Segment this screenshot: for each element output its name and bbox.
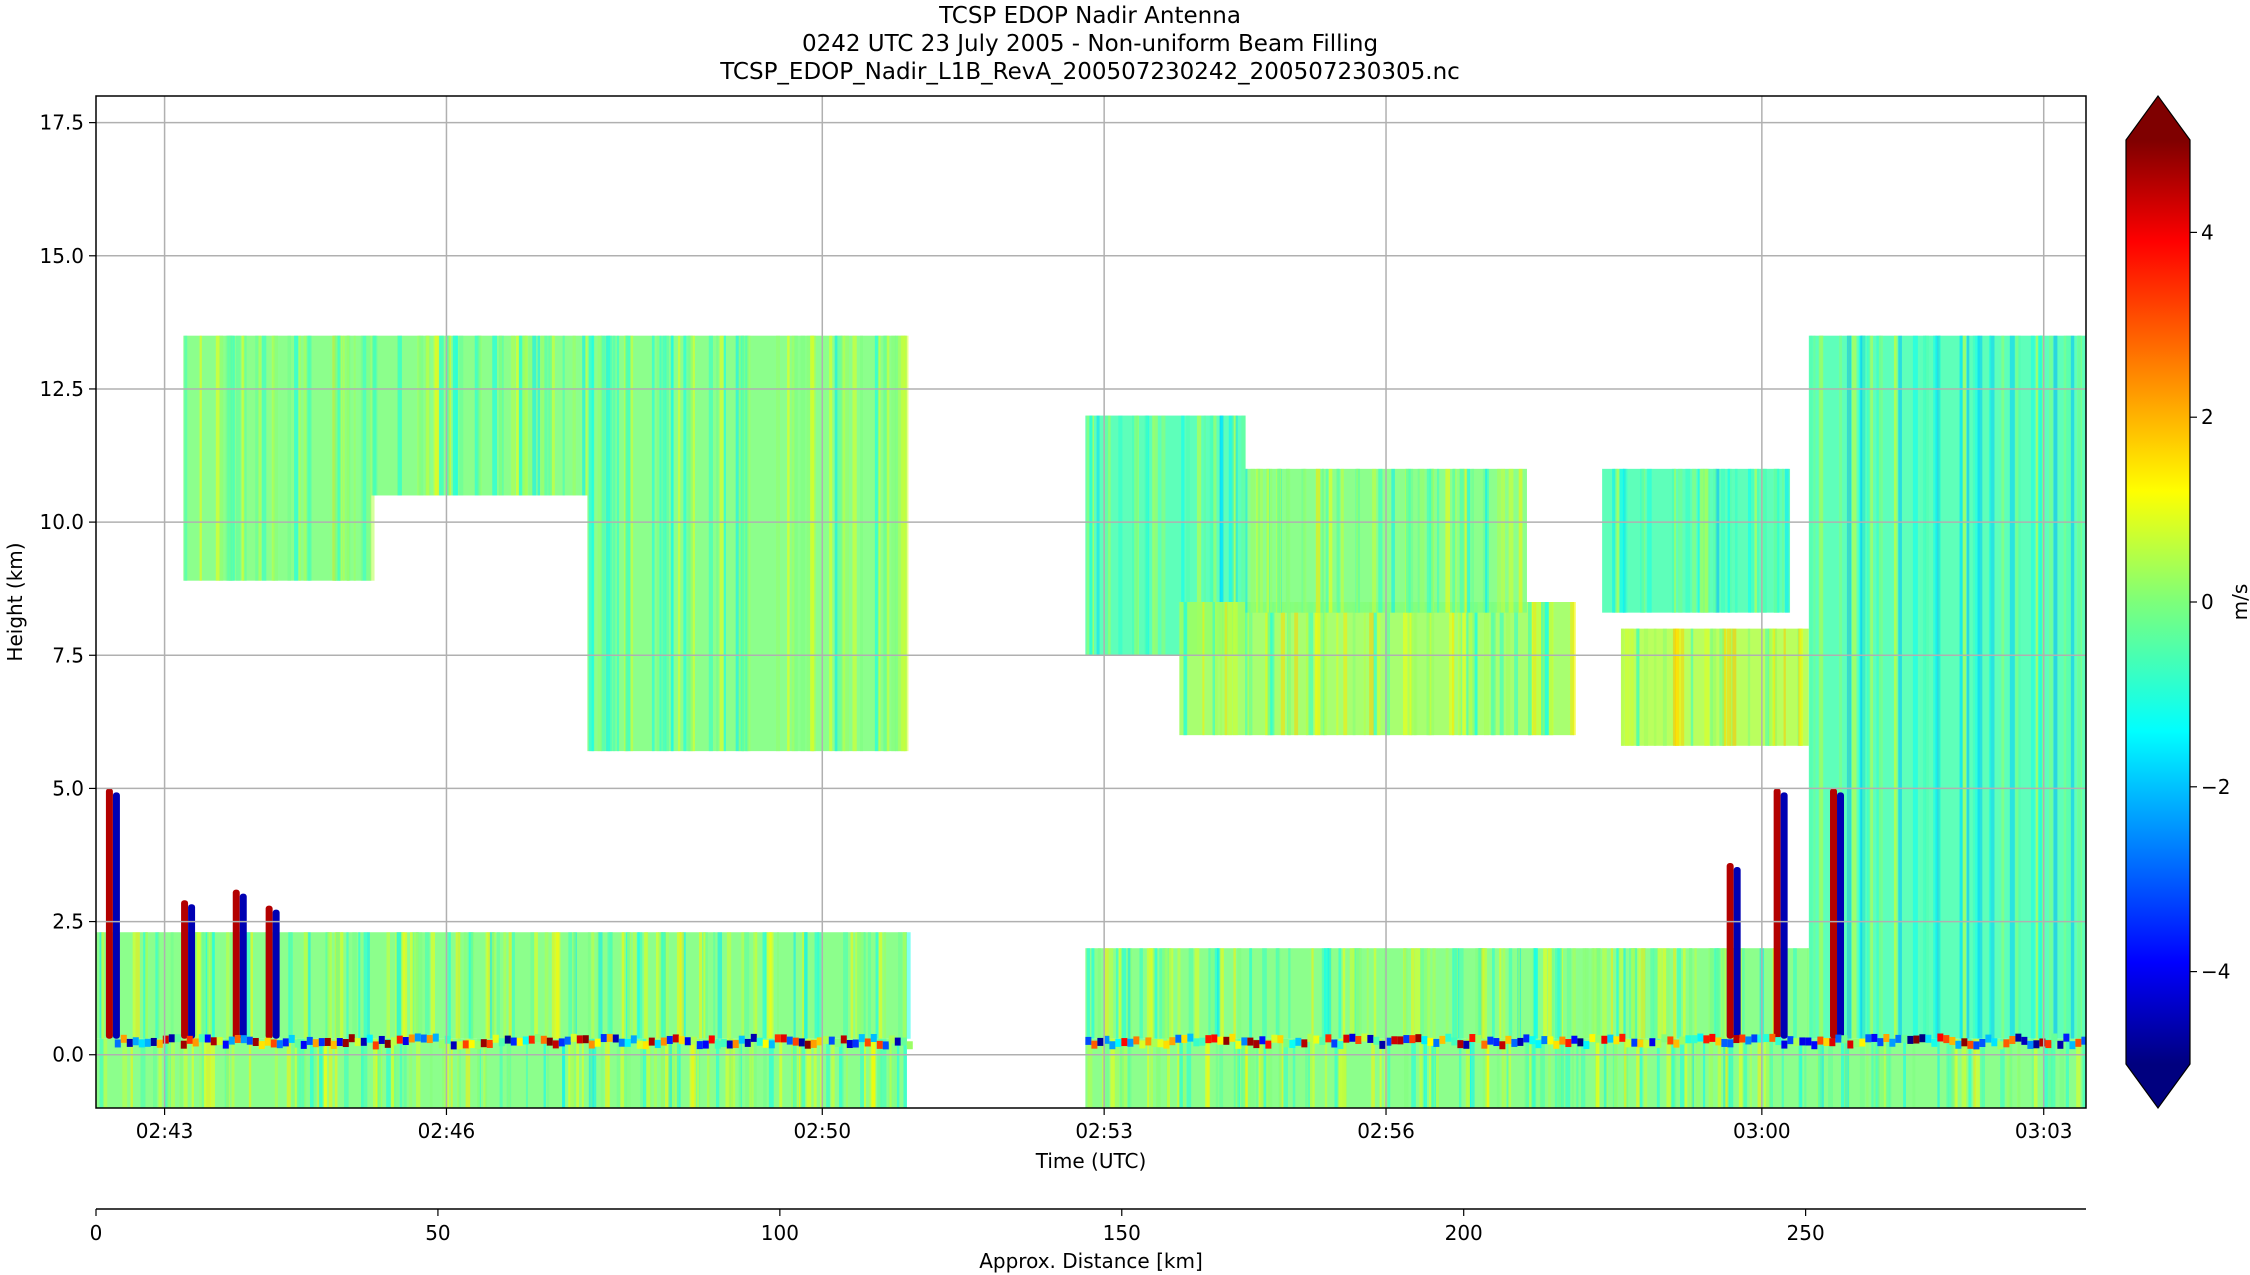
cloud-region-1 — [371, 335, 589, 496]
convective-cell-4 — [1726, 862, 1741, 1039]
colorbar-tick-label: 4 — [2201, 220, 2214, 244]
distance-axis-label: Approx. Distance [km] — [979, 1249, 1203, 1273]
x-tick-label: 02:50 — [793, 1119, 851, 1143]
x-tick-label: 03:03 — [2015, 1119, 2073, 1143]
x-tick-label: 02:56 — [1357, 1119, 1415, 1143]
x-tick-label: 02:46 — [418, 1119, 476, 1143]
y-tick-label: 7.5 — [52, 643, 84, 667]
distance-tick-label: 150 — [1103, 1221, 1141, 1245]
cloud-region-7 — [1620, 628, 1809, 746]
colorbar-frame — [2125, 94, 2191, 1110]
cloud-region-11 — [96, 1038, 907, 1108]
colorbar-tick-label: 0 — [2201, 590, 2214, 614]
cloud-region-5 — [1245, 468, 1527, 613]
convective-cell-1 — [181, 900, 196, 1039]
y-tick-label: 17.5 — [39, 111, 84, 135]
y-tick-label: 10.0 — [39, 510, 84, 534]
y-tick-label: 0.0 — [52, 1043, 84, 1067]
velocity-heatmap — [96, 335, 2086, 1108]
convective-cell-2 — [232, 889, 247, 1039]
cloud-region-6 — [1602, 468, 1791, 613]
colorbar-extend-min — [2126, 1064, 2190, 1108]
x-tick-label: 02:43 — [136, 1119, 194, 1143]
convective-cell-0 — [105, 788, 120, 1039]
x-axis-time: 02:43 02:46 02:50 02:53 02:56 03:00 03:03 — [136, 1108, 2073, 1143]
cloud-region-0 — [183, 335, 375, 581]
distance-tick-label: 50 — [425, 1221, 450, 1245]
y-tick-label: 2.5 — [52, 910, 84, 934]
x-axis-label: Time (UTC) — [1035, 1149, 1147, 1173]
colorbar-tick-label: −4 — [2201, 960, 2230, 984]
chart-title: TCSP EDOP Nadir Antenna — [939, 3, 1241, 29]
cloud-region-12 — [1085, 1038, 2086, 1108]
convective-cell-5 — [1773, 788, 1788, 1039]
colorbar-tick-label: 2 — [2201, 405, 2214, 429]
x-tick-label: 03:00 — [1733, 1119, 1791, 1143]
colorbar-ticks: −4 −2 0 2 4 — [2190, 220, 2230, 984]
y-tick-label: 12.5 — [39, 377, 84, 401]
y-tick-label: 5.0 — [52, 776, 84, 800]
distance-tick-label: 250 — [1787, 1221, 1825, 1245]
cloud-region-4 — [1179, 602, 1576, 736]
cloud-region-10 — [1085, 948, 1810, 1039]
x-axis-distance: 0 50 100 150 200 250 — [90, 1208, 2086, 1245]
colorbar-extend-max — [2126, 96, 2190, 140]
convective-cell-3 — [265, 905, 280, 1039]
convective-cell-6 — [1830, 788, 1845, 1039]
plot-frame — [95, 95, 2087, 1109]
distance-tick-label: 200 — [1445, 1221, 1483, 1245]
surface-return — [114, 1033, 2086, 1050]
y-tick-label: 15.0 — [39, 244, 84, 268]
colorbar-label: m/s — [2228, 584, 2250, 621]
chart-subtitle: 0242 UTC 23 July 2005 - Non-uniform Beam… — [801, 31, 1379, 57]
distance-tick-label: 0 — [90, 1221, 103, 1245]
x-tick-label: 02:53 — [1075, 1119, 1133, 1143]
cloud-region-8 — [1808, 335, 2086, 1039]
cloud-region-2 — [587, 335, 909, 752]
colorbar-tick-label: −2 — [2201, 775, 2230, 799]
grid-lines — [96, 96, 2086, 1108]
y-axis: 0.0 2.5 5.0 7.5 10.0 12.5 15.0 17.5 — [39, 111, 96, 1067]
distance-tick-label: 100 — [761, 1221, 799, 1245]
chart-filename: TCSP_EDOP_Nadir_L1B_RevA_200507230242_20… — [720, 59, 1460, 85]
y-axis-label: Height (km) — [3, 542, 27, 661]
cloud-region-9 — [96, 932, 911, 1039]
colorbar-gradient — [2126, 140, 2190, 1064]
colorbar: −4 −2 0 2 4 m/s — [2125, 94, 2250, 1110]
